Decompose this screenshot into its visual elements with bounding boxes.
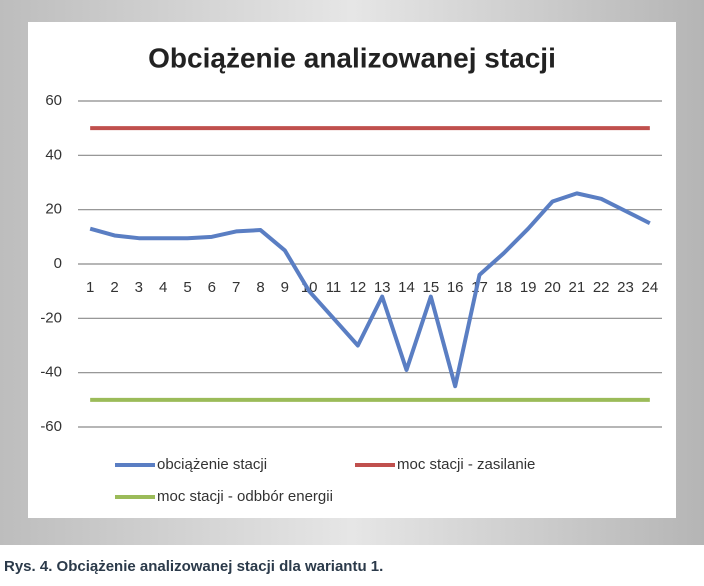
x-tick-label: 16 [447,279,464,296]
x-tick-label: 14 [398,279,415,296]
x-tick-label: 21 [568,279,585,296]
x-tick-label: 8 [256,279,264,296]
chart-area [28,22,676,518]
x-tick-label: 12 [349,279,366,296]
x-tick-label: 13 [374,279,391,296]
x-tick-label: 9 [281,279,289,296]
chart-title: Obciążenie analizowanej stacji [148,42,556,73]
x-tick-label: 15 [422,279,439,296]
x-tick-label: 2 [110,279,118,296]
x-tick-label: 7 [232,279,240,296]
x-tick-label: 18 [495,279,512,296]
x-tick-label: 19 [520,279,537,296]
y-tick-label: 60 [45,92,62,109]
legend-label: obciążenie stacji [157,456,267,473]
legend-label: moc stacji - odbbór energii [157,488,333,505]
series-line [89,191,651,389]
y-tick-label: 40 [45,146,62,163]
y-tick-label: -40 [40,364,62,381]
y-tick-label: 20 [45,201,62,218]
x-tick-label: 20 [544,279,561,296]
x-tick-label: 4 [159,279,167,296]
x-tick-label: 24 [641,279,658,296]
y-tick-label: -60 [40,418,62,435]
legend-label: moc stacji - zasilanie [397,456,535,473]
x-tick-label: 22 [593,279,610,296]
x-tick-label: 5 [183,279,191,296]
x-tick-label: 3 [135,279,143,296]
y-tick-label: 0 [54,255,62,272]
caption-area [0,545,704,581]
x-tick-label: 11 [326,279,342,296]
caption: Rys. 4. Obciążenie analizowanej stacji d… [4,558,383,575]
x-tick-label: 6 [208,279,216,296]
x-tick-label: 23 [617,279,634,296]
y-tick-label: -20 [40,309,62,326]
x-tick-label: 1 [86,279,94,296]
